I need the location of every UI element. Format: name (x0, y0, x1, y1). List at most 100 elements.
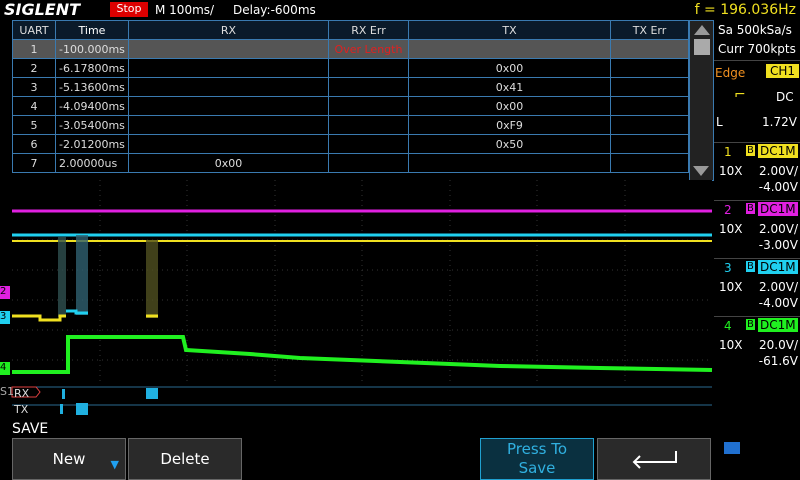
vertical-scale: 2.00V/ (759, 164, 798, 178)
table-cell (128, 115, 329, 135)
ch-marker: 3 (0, 311, 10, 324)
table-cell: -100.000ms (55, 39, 129, 59)
table-cell (328, 77, 409, 97)
channel-coupling: DC1M (758, 260, 798, 274)
bandwidth-limit: B (746, 203, 755, 214)
table-row: 3 -5.13600ms 0x41 (12, 77, 689, 97)
table-cell: 7 (12, 153, 56, 173)
table-cell (610, 153, 689, 173)
vertical-scale: 2.00V/ (759, 280, 798, 294)
column-header: RX (128, 20, 329, 40)
table-cell (128, 39, 329, 59)
probe-ratio: 10X (719, 164, 743, 178)
channel-panel[interactable]: 1 B DC1M 10X 2.00V/ -4.00V (714, 142, 800, 199)
table-row: 4 -4.09400ms 0x00 (12, 96, 689, 116)
table-cell (610, 134, 689, 154)
column-header: TX (408, 20, 611, 40)
table-cell: 3 (12, 77, 56, 97)
scrollbar[interactable] (689, 20, 714, 181)
table-cell (610, 77, 689, 97)
vertical-offset: -4.00V (758, 296, 798, 310)
decode-table: UART Time RX RX Err TX TX Err 1 -100.000ms Over … (12, 20, 689, 173)
table-cell (128, 58, 329, 78)
waveform-area (11, 180, 713, 420)
network-icon (724, 442, 740, 454)
table-cell (328, 58, 409, 78)
new-button[interactable]: New ▼ (12, 438, 126, 480)
table-cell: -5.13600ms (55, 77, 129, 97)
channel-number: 2 (724, 203, 732, 217)
table-row: 7 2.00000us 0x00 (12, 153, 689, 173)
channel-coupling: DC1M (758, 202, 798, 216)
ch-marker: 4 (0, 362, 10, 375)
level-label: L (716, 115, 723, 129)
table-cell: 0x00 (408, 96, 611, 116)
table-cell: 0x00 (408, 58, 611, 78)
channel-number: 1 (724, 145, 732, 159)
bandwidth-limit: B (746, 261, 755, 272)
timebase: M 100ms/ (155, 3, 215, 17)
table-cell (610, 39, 689, 59)
vertical-offset: -3.00V (758, 238, 798, 252)
table-cell: 0x41 (408, 77, 611, 97)
table-row: 2 -6.17800ms 0x00 (12, 58, 689, 78)
probe-ratio: 10X (719, 280, 743, 294)
table-cell: 4 (12, 96, 56, 116)
table-cell (610, 58, 689, 78)
table-cell (408, 153, 611, 173)
back-button[interactable] (597, 438, 711, 480)
vertical-scale: 2.00V/ (759, 222, 798, 236)
bandwidth-limit: B (746, 319, 755, 330)
table-cell: 0x50 (408, 134, 611, 154)
table-cell: 1 (12, 39, 56, 59)
table-cell: 2.00000us (55, 153, 129, 173)
save-button[interactable]: Press To Save (480, 438, 594, 480)
table-cell (128, 77, 329, 97)
table-cell: -2.01200ms (55, 134, 129, 154)
delete-button[interactable]: Delete (128, 438, 242, 480)
channel-panel[interactable]: 3 B DC1M 10X 2.00V/ -4.00V (714, 258, 800, 315)
channel-panel[interactable]: 2 B DC1M 10X 2.00V/ -3.00V (714, 200, 800, 257)
column-header: RX Err (328, 20, 409, 40)
delay: Delay:-600ms (233, 3, 316, 17)
table-cell (328, 115, 409, 135)
bus-label: S1 (0, 385, 14, 398)
channel-coupling: DC1M (758, 144, 798, 158)
column-header: Time (55, 20, 129, 40)
probe-ratio: 10X (719, 338, 743, 352)
trigger-panel[interactable]: Edge CH1 ⌐ DC L 1.72V (714, 60, 800, 141)
trigger-source: CH1 (766, 64, 800, 78)
table-cell: -6.17800ms (55, 58, 129, 78)
channel-coupling: DC1M (758, 318, 798, 332)
trigger-level: 1.72V (762, 115, 797, 129)
edge-icon: ⌐ (734, 87, 746, 103)
channel-panel[interactable]: 4 B DC1M 10X 20.0V/ -61.6V (714, 316, 800, 373)
menu-title: SAVE (12, 421, 49, 437)
table-cell: -4.09400ms (55, 96, 129, 116)
bandwidth-limit: B (746, 145, 755, 156)
trigger-coupling: DC (776, 90, 794, 104)
sample-rate: Sa 500kSa/s (718, 23, 792, 37)
table-cell: 0x00 (128, 153, 329, 173)
table-row: 6 -2.01200ms 0x50 (12, 134, 689, 154)
run-status[interactable]: Stop (110, 2, 148, 17)
frequency: f = 196.036Hz (694, 2, 796, 18)
channel-number: 4 (724, 319, 732, 333)
probe-ratio: 10X (719, 222, 743, 236)
channel-number: 3 (724, 261, 732, 275)
table-cell (408, 39, 611, 59)
vertical-offset: -61.6V (758, 354, 798, 368)
table-cell (128, 134, 329, 154)
table-cell: -3.05400ms (55, 115, 129, 135)
button-label: Delete (160, 450, 210, 468)
table-cell: 6 (12, 134, 56, 154)
table-cell (328, 134, 409, 154)
table-cell (610, 115, 689, 135)
table-cell (610, 96, 689, 116)
table-row: 5 -3.05400ms 0xF9 (12, 115, 689, 135)
table-cell: Over Length (328, 39, 409, 59)
memory-depth: Curr 700kpts (718, 42, 796, 56)
table-cell: 2 (12, 58, 56, 78)
table-cell: 0xF9 (408, 115, 611, 135)
